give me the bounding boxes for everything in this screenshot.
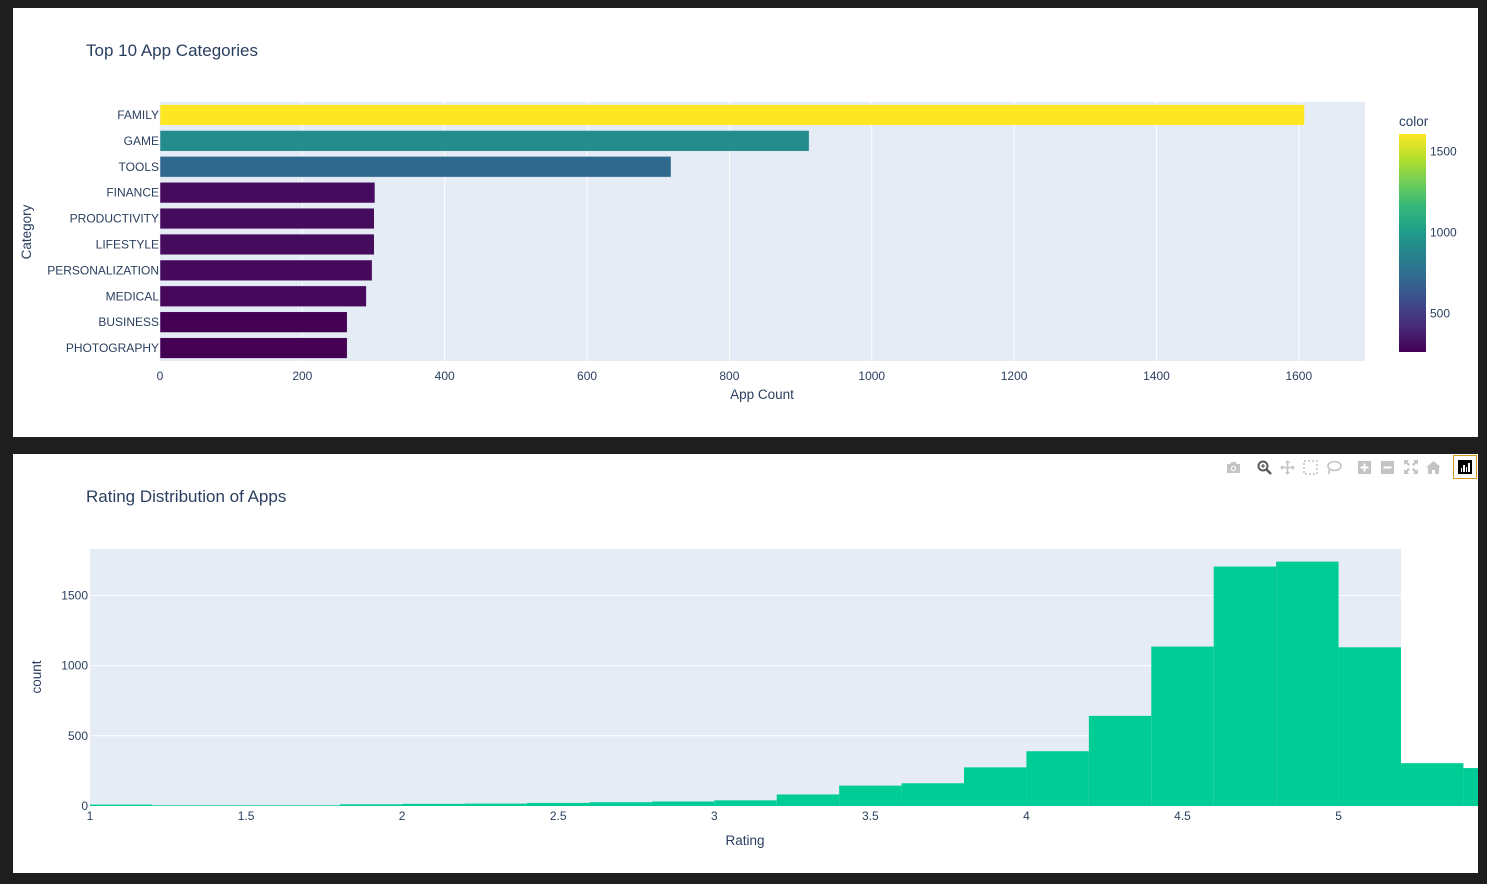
histogram-bar[interactable] — [964, 767, 1027, 806]
y-tick-label: GAME — [124, 134, 159, 148]
bar-photography[interactable] — [159, 337, 348, 359]
y-tick-label: 0 — [81, 799, 88, 813]
x-tick-label: 1600 — [1285, 369, 1312, 383]
histogram-bar[interactable] — [589, 802, 652, 806]
bar-business[interactable] — [159, 311, 348, 333]
y-axis-label: count — [29, 660, 44, 693]
zoom-in-icon[interactable] — [1353, 456, 1376, 478]
bar-medical[interactable] — [159, 285, 367, 307]
bar-series — [159, 104, 1305, 359]
y-tick-label: 500 — [68, 729, 88, 743]
x-tick-label: 600 — [577, 369, 597, 383]
colorbar-tick-label: 1000 — [1430, 226, 1457, 240]
x-tick-labels: 0 200 400 600 800 1000 1200 1400 1600 — [157, 369, 1313, 383]
histogram-bar[interactable] — [1151, 646, 1214, 806]
histogram-bar[interactable] — [1463, 768, 1487, 806]
x-tick-label: 0 — [157, 369, 164, 383]
y-tick-label: FINANCE — [106, 186, 159, 200]
x-axis-label: Rating — [725, 833, 764, 848]
plotly-logo-icon[interactable] — [1453, 455, 1477, 479]
colorbar-ticks: 500 1000 1500 — [1430, 145, 1457, 321]
x-tick-label: 2.5 — [550, 809, 567, 823]
x-tick-label: 1000 — [858, 369, 885, 383]
y-tick-label: PHOTOGRAPHY — [66, 341, 159, 355]
x-tick-label: 3 — [711, 809, 718, 823]
histogram-bar[interactable] — [901, 783, 964, 806]
histogram-bar[interactable] — [1401, 763, 1464, 806]
bar-lifestyle[interactable] — [159, 233, 375, 256]
bar-personalization[interactable] — [159, 259, 373, 281]
x-tick-label: 200 — [292, 369, 312, 383]
histogram-bar[interactable] — [1338, 647, 1401, 806]
chart-title: Rating Distribution of Apps — [86, 487, 286, 506]
y-axis-label: Category — [19, 204, 34, 259]
colorbar-tick-label: 1500 — [1430, 145, 1457, 159]
y-tick-label: TOOLS — [119, 160, 159, 174]
bar-productivity[interactable] — [159, 207, 375, 230]
histogram-bar[interactable] — [214, 805, 278, 806]
y-tick-label: FAMILY — [117, 108, 159, 122]
bar-game[interactable] — [159, 130, 810, 152]
histogram-bar[interactable] — [714, 800, 777, 806]
x-tick-label: 4 — [1023, 809, 1030, 823]
histogram-bar[interactable] — [152, 805, 215, 806]
y-tick-label: LIFESTYLE — [96, 237, 159, 251]
bar-tools[interactable] — [159, 156, 672, 178]
x-tick-label: 1200 — [1001, 369, 1028, 383]
camera-icon[interactable] — [1222, 456, 1245, 478]
y-tick-label: PERSONALIZATION — [47, 263, 159, 277]
chart-panel-ratings: Rating Distribution of Apps 1 1.5 2 2.5 3 3.5… — [13, 454, 1487, 873]
x-tick-label: 4.5 — [1174, 809, 1191, 823]
chart-title: Top 10 App Categories — [86, 41, 258, 60]
x-tick-label: 1.5 — [238, 809, 255, 823]
histogram-bar[interactable] — [277, 805, 340, 806]
y-tick-label: MEDICAL — [106, 289, 160, 303]
histogram-bar[interactable] — [339, 804, 403, 806]
x-tick-label: 3.5 — [862, 809, 879, 823]
x-tick-label: 800 — [719, 369, 739, 383]
pan-icon[interactable] — [1276, 456, 1299, 478]
chart-modebar — [1222, 454, 1478, 480]
histogram-bar[interactable] — [1026, 751, 1089, 806]
colorbar — [1399, 134, 1426, 352]
y-tick-labels: 0 500 1000 1500 — [61, 588, 88, 813]
box-select-icon[interactable] — [1299, 456, 1322, 478]
chart-panel-categories: Top 10 App Categories FAMILY GAME TOOLS FIN… — [13, 8, 1478, 437]
x-tick-label: 1 — [87, 809, 94, 823]
y-tick-label: 1000 — [61, 659, 88, 673]
histogram-bar[interactable] — [839, 785, 902, 806]
y-tick-label: PRODUCTIVITY — [70, 212, 159, 226]
autoscale-icon[interactable] — [1399, 456, 1422, 478]
colorbar-title: color — [1399, 114, 1429, 129]
histogram-bar[interactable] — [402, 803, 465, 806]
colorbar-tick-label: 500 — [1430, 307, 1450, 321]
histogram-bar[interactable] — [527, 802, 590, 806]
x-tick-label: 2 — [399, 809, 406, 823]
histogram-bar[interactable] — [776, 794, 840, 806]
histogram-bars — [90, 561, 1487, 806]
bar-family[interactable] — [159, 104, 1305, 126]
categories-bar-chart[interactable]: Top 10 App Categories FAMILY GAME TOOLS FIN… — [13, 8, 1478, 437]
y-tick-label: 1500 — [61, 588, 88, 602]
y-tick-label: BUSINESS — [98, 315, 159, 329]
x-axis-label: App Count — [730, 387, 794, 402]
zoom-icon[interactable] — [1253, 456, 1276, 478]
histogram-bar[interactable] — [90, 804, 153, 806]
rating-histogram[interactable]: Rating Distribution of Apps 1 1.5 2 2.5 3 3.5… — [13, 454, 1487, 873]
x-tick-label: 400 — [435, 369, 455, 383]
x-tick-label: 1400 — [1143, 369, 1170, 383]
lasso-icon[interactable] — [1322, 456, 1345, 478]
histogram-bar[interactable] — [1276, 561, 1339, 806]
histogram-bar[interactable] — [1088, 715, 1152, 806]
histogram-bar[interactable] — [464, 803, 527, 806]
y-tick-labels: FAMILY GAME TOOLS FINANCE PRODUCTIVITY LIFEST… — [47, 108, 159, 355]
histogram-bar[interactable] — [1213, 566, 1277, 806]
reset-axes-icon[interactable] — [1422, 456, 1445, 478]
zoom-out-icon[interactable] — [1376, 456, 1399, 478]
x-tick-labels: 1 1.5 2 2.5 3 3.5 4 4.5 5 — [87, 809, 1343, 823]
x-tick-label: 5 — [1335, 809, 1342, 823]
histogram-bar[interactable] — [651, 801, 715, 806]
bar-finance[interactable] — [159, 182, 376, 204]
